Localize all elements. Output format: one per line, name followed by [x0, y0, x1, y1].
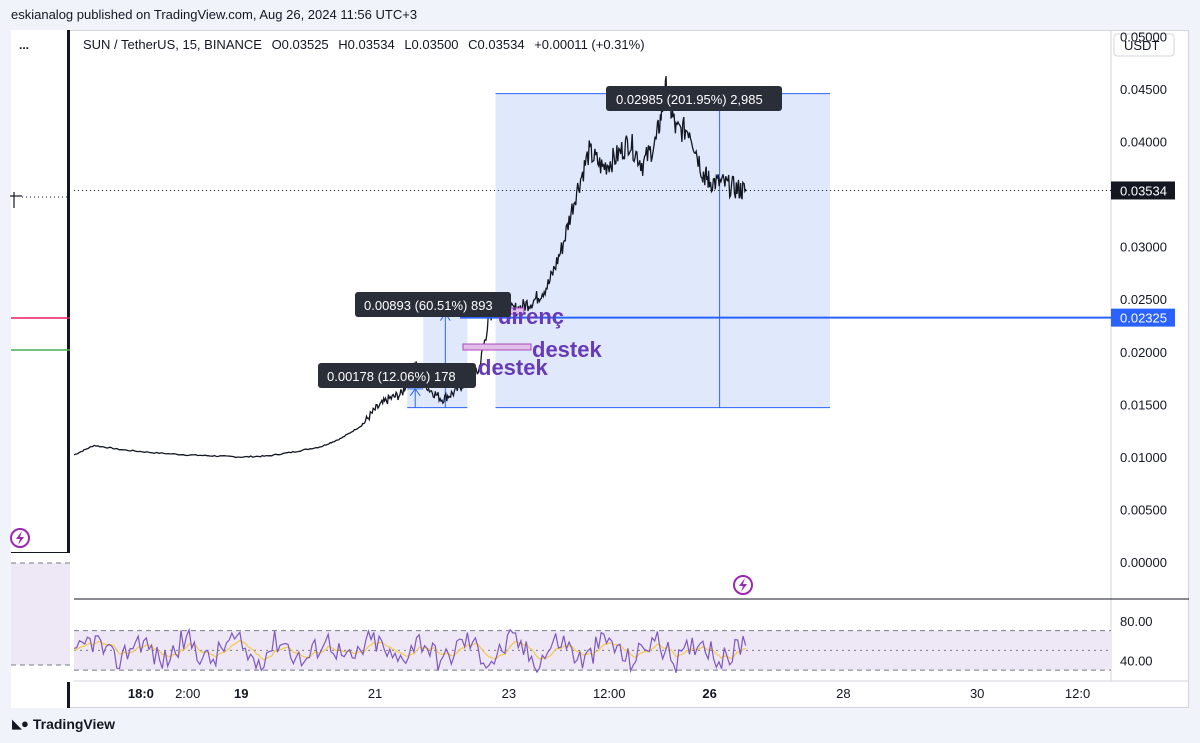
tradingview-logo[interactable]: ◣● TradingView — [12, 716, 115, 732]
measure-label-box-3[interactable] — [318, 363, 476, 388]
measure-label-1: 0.02985 (201.95%) 2,985 — [616, 92, 763, 107]
publish-line: eskianalog published on TradingView.com,… — [11, 7, 418, 22]
y-tick-label: 0.00500 — [1120, 503, 1167, 518]
y-tick-label: 0.00000 — [1120, 555, 1167, 570]
y-tick-label: 0.04000 — [1120, 134, 1167, 149]
rsi-line — [73, 627, 747, 674]
y-tick-label: 0.05000 — [1120, 29, 1167, 44]
lightning-icon[interactable] — [10, 528, 30, 548]
current-price-badge — [1111, 181, 1175, 200]
rsi-ma-line — [73, 639, 746, 661]
x-tick-label: 21 — [368, 686, 382, 701]
left-rsi-band — [11, 563, 70, 665]
support-zone-upper[interactable] — [462, 343, 532, 351]
x-tick-label: 23 — [502, 686, 516, 701]
x-tick-label: 12:00 — [593, 686, 626, 701]
y-tick-label: 0.04500 — [1120, 82, 1167, 97]
currency-label: USDT — [1124, 38, 1159, 53]
more-menu-icon[interactable]: ... — [19, 38, 30, 52]
rsi-band — [74, 630, 1111, 671]
x-tick-label: 28 — [836, 686, 850, 701]
support-label-1[interactable]: destek — [532, 337, 602, 362]
high-value: H0.03534 — [338, 37, 395, 52]
measure-label-box-2[interactable] — [355, 292, 511, 317]
support-label-2[interactable]: destek — [478, 355, 548, 380]
x-tick-label: 26 — [702, 686, 716, 701]
y-tick-label: 0.03000 — [1120, 240, 1167, 255]
rsi-tick-label: 80.00 — [1120, 614, 1153, 629]
x-tick-label: 18:0 — [128, 686, 154, 701]
level-price-label: 0.02325 — [1120, 311, 1167, 326]
rsi-axis-ticks: 80.00 40.00 — [1120, 614, 1153, 669]
chart-legend: SUN / TetherUS, 15, BINANCE O0.03525 H0.… — [83, 37, 651, 52]
x-tick-label: 12:0 — [1065, 686, 1090, 701]
left-mini-candle — [10, 192, 70, 208]
tradingview-brand: TradingView — [32, 716, 116, 732]
open-value: O0.03525 — [271, 37, 329, 52]
rsi-tick-label: 40.00 — [1120, 653, 1153, 668]
low-value: L0.03500 — [404, 37, 459, 52]
currency-badge[interactable] — [1113, 33, 1175, 57]
measure-box-1 — [495, 93, 831, 408]
x-tick-label: 30 — [970, 686, 984, 701]
x-tick-label: 19 — [234, 686, 248, 701]
measure-label-2: 0.00893 (60.51%) 893 — [364, 298, 493, 313]
current-price-label: 0.03534 — [1120, 183, 1167, 198]
lightning-icon[interactable] — [733, 575, 753, 595]
y-tick-label: 0.01500 — [1120, 397, 1167, 412]
x-tick-label: 2:00 — [175, 686, 200, 701]
level-price-badge — [1111, 308, 1175, 327]
close-value: C0.03534 — [468, 37, 525, 52]
y-tick-label: 0.02500 — [1120, 292, 1167, 307]
measure-label-3: 0.00178 (12.06%) 178 — [327, 369, 456, 384]
measurement-tools[interactable] — [407, 92, 831, 409]
symbol-label[interactable]: SUN / TetherUS, 15, BINANCE — [83, 37, 262, 52]
x-axis-ticks: 18:0 2:00 19 21 23 12:00 26 28 30 12:0 — [128, 686, 1090, 701]
y-axis-ticks: 0.05000 0.04500 0.04000 0.03000 0.02500 0.020… — [1120, 29, 1167, 570]
measure-arrowhead-3 — [409, 387, 421, 397]
y-tick-label: 0.02000 — [1120, 345, 1167, 360]
change-value: +0.00011 (+0.31%) — [534, 37, 645, 52]
y-tick-label: 0.01000 — [1120, 450, 1167, 465]
tradingview-logo-icon: ◣● — [12, 716, 29, 731]
measure-label-box-1[interactable] — [606, 86, 782, 111]
